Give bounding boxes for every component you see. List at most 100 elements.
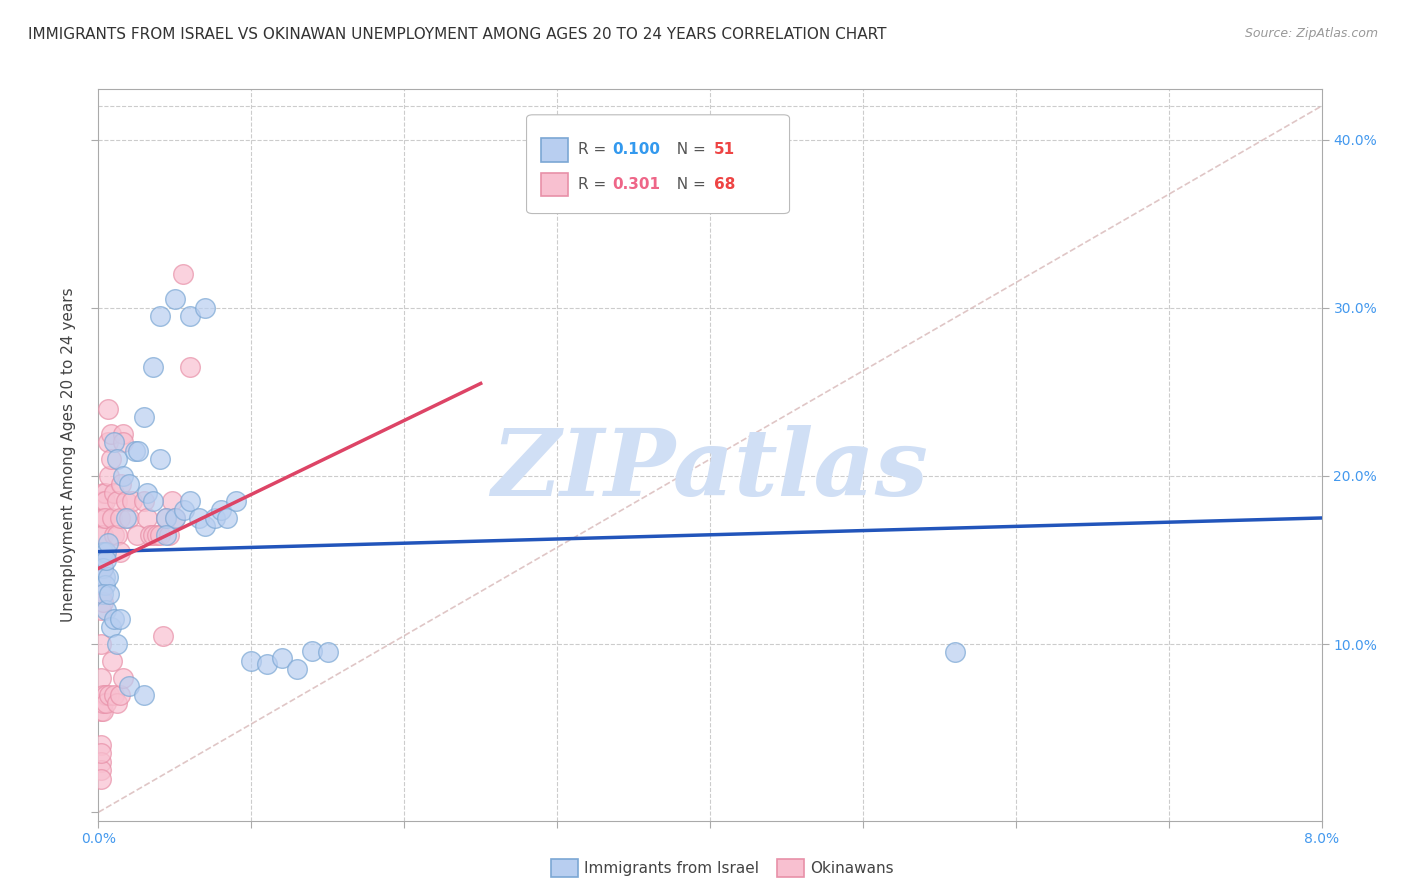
- Point: [115, 494, 138, 508]
- Point: [301, 644, 323, 658]
- Point: [163, 293, 186, 307]
- Point: [100, 426, 122, 441]
- Point: [108, 688, 131, 702]
- Point: [91, 595, 114, 609]
- Point: [225, 494, 247, 508]
- Point: [149, 528, 172, 542]
- Point: [97, 536, 120, 550]
- Point: [173, 502, 195, 516]
- Text: 0.100: 0.100: [612, 143, 661, 157]
- Point: [90, 738, 112, 752]
- Point: [91, 511, 114, 525]
- Point: [93, 544, 115, 558]
- Point: [90, 587, 112, 601]
- Point: [90, 704, 112, 718]
- Point: [108, 544, 131, 558]
- Point: [152, 629, 174, 643]
- Point: [118, 477, 141, 491]
- Point: [157, 528, 180, 542]
- Point: [316, 645, 339, 659]
- Point: [121, 494, 143, 508]
- Point: [90, 637, 112, 651]
- Point: [93, 570, 115, 584]
- Text: 51: 51: [714, 143, 735, 157]
- Text: R =: R =: [578, 177, 612, 192]
- Point: [115, 511, 138, 525]
- Point: [94, 603, 117, 617]
- Bar: [541, 138, 568, 161]
- Point: [194, 301, 217, 315]
- Point: [90, 528, 112, 542]
- Point: [90, 544, 112, 558]
- Point: [111, 469, 134, 483]
- Point: [108, 511, 131, 525]
- Point: [90, 511, 112, 525]
- Point: [118, 679, 141, 693]
- Point: [194, 519, 217, 533]
- Point: [91, 587, 114, 601]
- Point: [105, 696, 128, 710]
- Point: [94, 688, 117, 702]
- Point: [91, 561, 114, 575]
- Point: [91, 494, 114, 508]
- Point: [98, 469, 121, 483]
- Point: [172, 267, 194, 281]
- Point: [103, 528, 125, 542]
- Point: [179, 359, 201, 374]
- Point: [94, 696, 117, 710]
- Point: [94, 553, 117, 567]
- Point: [125, 528, 148, 542]
- Text: IMMIGRANTS FROM ISRAEL VS OKINAWAN UNEMPLOYMENT AMONG AGES 20 TO 24 YEARS CORREL: IMMIGRANTS FROM ISRAEL VS OKINAWAN UNEMP…: [28, 27, 887, 42]
- Point: [142, 359, 165, 374]
- Point: [91, 544, 114, 558]
- Point: [270, 650, 294, 665]
- Point: [97, 401, 120, 416]
- Point: [240, 654, 263, 668]
- Point: [90, 570, 112, 584]
- Point: [215, 511, 238, 525]
- Point: [163, 511, 186, 525]
- Point: [101, 654, 124, 668]
- Point: [90, 671, 112, 685]
- Point: [93, 511, 115, 525]
- Point: [142, 528, 165, 542]
- Point: [105, 452, 128, 467]
- Point: [149, 452, 172, 467]
- Point: [90, 747, 112, 761]
- Y-axis label: Unemployment Among Ages 20 to 24 years: Unemployment Among Ages 20 to 24 years: [60, 287, 76, 623]
- Point: [90, 544, 112, 558]
- Point: [124, 443, 146, 458]
- Text: 68: 68: [714, 177, 735, 192]
- Text: N =: N =: [668, 177, 711, 192]
- Point: [90, 772, 112, 786]
- Text: Immigrants from Israel: Immigrants from Israel: [583, 861, 759, 876]
- Point: [93, 485, 115, 500]
- Point: [90, 755, 112, 769]
- Point: [90, 603, 112, 617]
- Point: [91, 696, 114, 710]
- Point: [209, 502, 232, 516]
- Text: Source: ZipAtlas.com: Source: ZipAtlas.com: [1244, 27, 1378, 40]
- Point: [145, 528, 167, 542]
- Point: [111, 671, 134, 685]
- Point: [91, 485, 114, 500]
- Text: N =: N =: [668, 143, 711, 157]
- Point: [101, 511, 124, 525]
- Point: [105, 637, 128, 651]
- Point: [91, 528, 114, 542]
- Point: [110, 477, 132, 491]
- FancyBboxPatch shape: [526, 115, 790, 213]
- Point: [188, 511, 211, 525]
- Point: [91, 704, 114, 718]
- Text: ZIPatlas: ZIPatlas: [492, 425, 928, 515]
- Point: [179, 309, 201, 323]
- Point: [142, 494, 165, 508]
- Point: [93, 578, 115, 592]
- Point: [155, 511, 177, 525]
- Point: [103, 612, 125, 626]
- Point: [149, 309, 172, 323]
- Point: [118, 511, 141, 525]
- Point: [90, 763, 112, 777]
- Text: Okinawans: Okinawans: [810, 861, 894, 876]
- Point: [103, 688, 125, 702]
